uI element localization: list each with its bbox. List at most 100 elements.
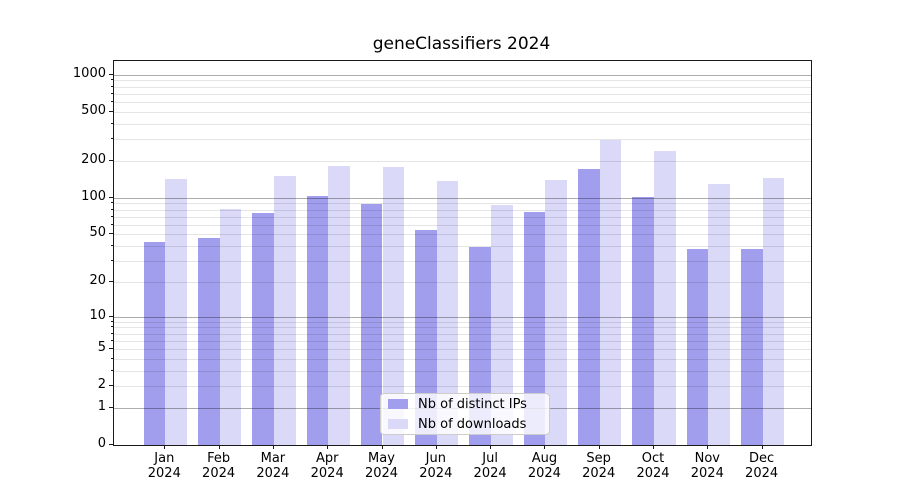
x-tick-mark (218, 445, 220, 449)
gridline (114, 333, 811, 335)
x-tick-label: Dec 2024 (732, 451, 792, 481)
gridline (114, 93, 811, 95)
y-minor-tick-mark (111, 138, 113, 140)
bar-distinct-ips (686, 248, 709, 445)
bar-downloads (491, 205, 513, 445)
y-tick-mark (109, 444, 113, 445)
x-tick-mark (327, 445, 329, 449)
x-tick-mark (272, 445, 274, 449)
grid-layer (114, 61, 811, 445)
gridline (114, 349, 811, 350)
gridline (114, 160, 811, 162)
bar-distinct-ips (143, 242, 166, 445)
bar-downloads (654, 151, 676, 445)
gridline (114, 209, 811, 211)
legend-label-distinct-ips: Nb of distinct IPs (418, 396, 527, 412)
x-tick-mark (490, 445, 492, 449)
x-tick-label-year: 2024 (473, 466, 507, 481)
bar-distinct-ips (578, 169, 600, 445)
y-minor-tick-mark (111, 85, 113, 87)
y-minor-tick-mark (111, 208, 113, 210)
x-tick-mark (164, 445, 166, 449)
gridline (114, 203, 811, 205)
x-tick-label: Apr 2024 (297, 451, 357, 481)
bar-distinct-ips (632, 196, 654, 445)
bar-downloads (382, 167, 405, 445)
gridline (114, 340, 811, 342)
x-tick-mark (598, 445, 600, 449)
bar-distinct-ips (415, 230, 437, 445)
gridline (114, 246, 811, 247)
legend-swatch-downloads (388, 419, 408, 429)
y-tick-label: 20 (89, 272, 106, 288)
x-tick-label: Mar 2024 (243, 451, 303, 481)
plot-area (113, 60, 812, 446)
y-minor-tick-mark (111, 320, 113, 322)
bar-downloads (762, 177, 785, 445)
y-minor-tick-mark (111, 122, 113, 124)
x-tick-label: Jul 2024 (460, 451, 520, 481)
y-minor-tick-mark (111, 385, 113, 387)
x-tick-label-year: 2024 (636, 466, 670, 481)
y-minor-tick-mark (111, 92, 113, 94)
gridline (114, 224, 811, 226)
bar-distinct-ips (197, 237, 220, 445)
x-tick-label: May 2024 (352, 451, 412, 481)
y-tick-mark (109, 196, 113, 198)
y-minor-tick-mark (111, 215, 113, 217)
y-minor-tick-mark (111, 110, 113, 112)
y-minor-tick-mark (111, 202, 113, 204)
y-tick-mark (109, 315, 113, 317)
bar-distinct-ips (306, 196, 329, 445)
bar-downloads (708, 183, 730, 445)
bar-downloads (436, 180, 459, 445)
gridline (114, 281, 811, 283)
x-tick-label-year: 2024 (256, 466, 290, 481)
x-tick-mark (653, 445, 654, 449)
gridline (114, 197, 811, 199)
x-tick-mark (435, 445, 437, 449)
x-tick-label-year: 2024 (310, 466, 344, 481)
x-tick-label: Aug 2024 (514, 451, 574, 481)
y-minor-tick-mark (111, 339, 113, 341)
x-tick-label: Nov 2024 (677, 451, 737, 481)
y-minor-tick-mark (111, 233, 113, 235)
gridline (114, 123, 811, 125)
gridline (114, 74, 811, 76)
gridline (114, 80, 811, 82)
x-tick-label-year: 2024 (202, 466, 236, 481)
y-tick-label: 1000 (72, 65, 106, 81)
gridline (114, 370, 811, 372)
bar-distinct-ips (252, 212, 274, 445)
y-tick-label: 2 (97, 377, 106, 393)
legend-label-downloads: Nb of downloads (418, 416, 527, 432)
y-minor-tick-mark (111, 357, 113, 359)
x-tick-label-year: 2024 (582, 466, 616, 481)
y-tick-mark (109, 73, 113, 75)
gridline (114, 234, 811, 236)
x-tick-mark (761, 445, 763, 449)
y-minor-tick-mark (111, 159, 113, 161)
y-tick-label: 10 (89, 307, 106, 323)
y-minor-tick-mark (111, 260, 113, 261)
gridline (114, 386, 811, 388)
y-tick-label: 50 (89, 225, 106, 241)
bar-distinct-ips (740, 248, 763, 445)
y-minor-tick-mark (111, 101, 113, 103)
gridline (114, 216, 811, 218)
x-tick-label-year: 2024 (690, 466, 724, 481)
y-tick-label: 200 (81, 151, 106, 167)
y-minor-tick-mark (111, 280, 113, 282)
x-tick-mark (544, 445, 546, 449)
bar-downloads (545, 179, 568, 445)
gridline (114, 327, 811, 329)
legend-item-downloads: Nb of downloads (381, 414, 549, 434)
gridline (114, 111, 811, 113)
y-minor-tick-mark (111, 348, 113, 349)
x-tick-label-year: 2024 (527, 466, 561, 481)
bar-distinct-ips (360, 204, 383, 445)
x-tick-label: Jan 2024 (134, 451, 194, 481)
gridline (114, 316, 811, 318)
x-tick-label-year: 2024 (364, 466, 399, 481)
